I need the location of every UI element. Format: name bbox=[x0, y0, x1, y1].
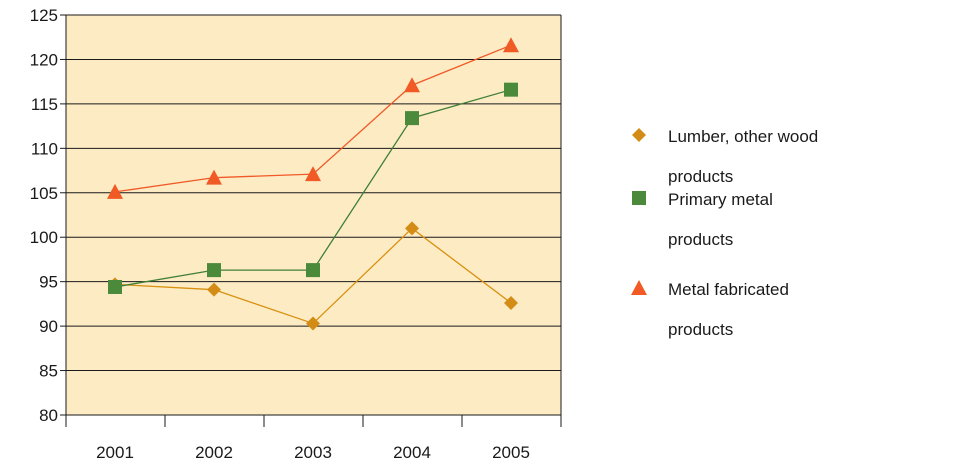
data-point-metal-fabricated bbox=[107, 183, 123, 199]
legend-label: Metal fabricated bbox=[668, 280, 789, 299]
data-point-lumber bbox=[306, 316, 320, 331]
x-axis-ticks bbox=[65, 415, 562, 427]
y-tick-label: 115 bbox=[31, 95, 58, 114]
legend-item-metal-fabricated: Metal fabricated products bbox=[631, 280, 789, 339]
legend-label: products bbox=[668, 230, 733, 249]
series-metal-fabricated bbox=[107, 37, 519, 199]
x-tick-label: 2002 bbox=[195, 443, 233, 462]
y-tick-label: 80 bbox=[39, 406, 58, 425]
data-point-lumber bbox=[207, 282, 221, 297]
data-point-metal-fabricated bbox=[206, 169, 222, 185]
y-tick-label: 85 bbox=[39, 362, 58, 381]
y-tick-label: 105 bbox=[30, 184, 58, 203]
legend-label: Primary metal bbox=[668, 190, 773, 209]
data-point-metal-fabricated bbox=[305, 166, 321, 182]
data-point-primary-metal bbox=[306, 263, 320, 278]
x-tick-label: 2003 bbox=[294, 443, 332, 462]
legend-label: Lumber, other wood bbox=[668, 127, 818, 146]
data-point-primary-metal bbox=[207, 263, 221, 278]
legend-square-icon bbox=[632, 191, 646, 205]
x-axis-tick-labels: 2001 2002 2003 2004 2005 bbox=[96, 443, 530, 462]
data-point-metal-fabricated bbox=[503, 37, 519, 53]
legend: Lumber, other wood products Primary metal p… bbox=[631, 127, 818, 339]
y-tick-label: 110 bbox=[31, 139, 58, 158]
y-tick-label: 90 bbox=[39, 317, 58, 336]
x-tick-label: 2001 bbox=[96, 443, 134, 462]
data-point-primary-metal bbox=[504, 82, 518, 97]
legend-label: products bbox=[668, 320, 733, 339]
data-point-metal-fabricated bbox=[404, 77, 420, 93]
data-point-primary-metal bbox=[108, 280, 122, 294]
y-tick-label: 120 bbox=[30, 50, 58, 69]
series-layer bbox=[107, 37, 519, 331]
x-tick-label: 2005 bbox=[492, 443, 530, 462]
data-point-lumber bbox=[405, 221, 419, 236]
data-point-lumber bbox=[504, 296, 518, 310]
legend-diamond-icon bbox=[632, 128, 646, 142]
series-primary-metal bbox=[108, 82, 518, 294]
legend-item-lumber: Lumber, other wood products bbox=[632, 127, 818, 186]
data-point-primary-metal bbox=[405, 111, 419, 126]
legend-triangle-icon bbox=[631, 280, 647, 295]
legend-item-primary-metal: Primary metal products bbox=[632, 190, 773, 249]
x-tick-label: 2004 bbox=[393, 443, 431, 462]
legend-label: products bbox=[668, 167, 733, 186]
y-tick-label: 125 bbox=[30, 6, 58, 25]
y-tick-label: 100 bbox=[30, 228, 58, 247]
plot-area bbox=[66, 15, 561, 415]
y-tick-label: 95 bbox=[39, 273, 58, 292]
y-axis-tick-labels: 80 85 90 95 100 105 110 115 120 125 bbox=[30, 6, 58, 425]
